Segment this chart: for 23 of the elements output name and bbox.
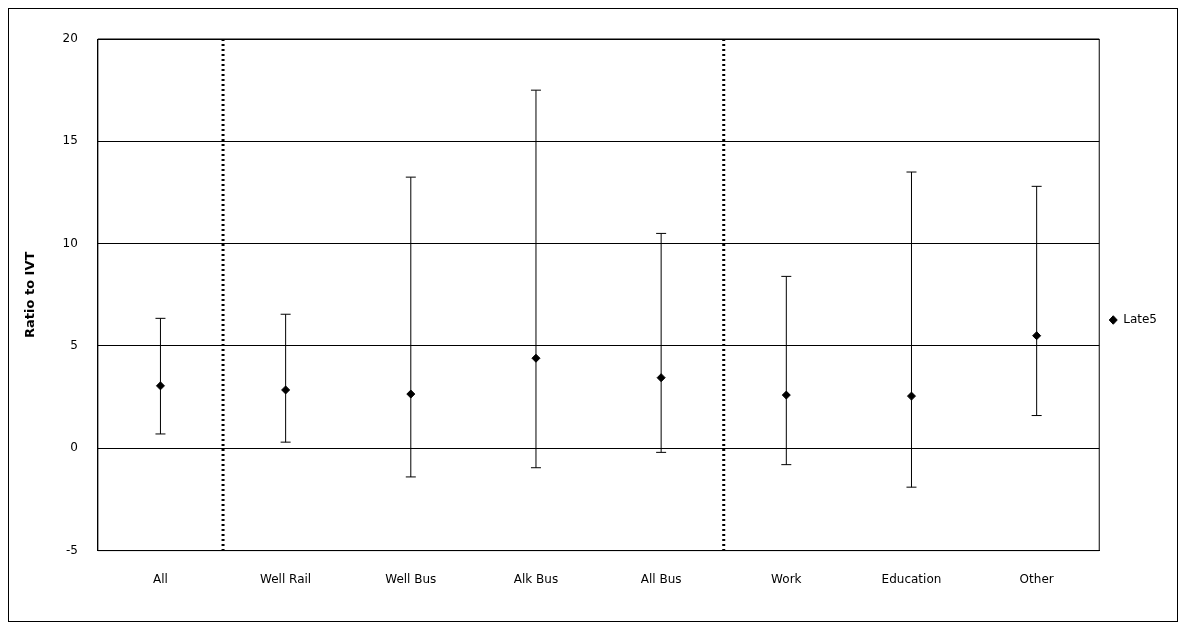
y-tick-label: 5 xyxy=(70,338,78,353)
x-tick-label: All xyxy=(153,571,168,586)
x-tick-label: Well Bus xyxy=(385,571,437,586)
point xyxy=(155,381,165,391)
x-tick-label: Education xyxy=(881,571,942,586)
x-tick-label: Well Rail xyxy=(260,571,312,586)
point xyxy=(531,353,541,363)
y-tick-label: 20 xyxy=(62,31,78,46)
point xyxy=(656,373,666,383)
y-tick-label: 10 xyxy=(62,235,78,250)
point xyxy=(406,389,416,399)
legend-label: Late5 xyxy=(1123,312,1157,327)
y-tick-label: 0 xyxy=(70,440,78,455)
point xyxy=(906,391,916,401)
y-tick-label: -5 xyxy=(65,542,78,557)
x-tick-label: Work xyxy=(771,571,802,586)
x-tick-label: Other xyxy=(1019,571,1054,586)
point xyxy=(281,385,291,395)
y-tick-label: 15 xyxy=(62,133,78,148)
point xyxy=(781,390,791,400)
x-tick-label: All Bus xyxy=(640,571,682,586)
y-axis-title: Ratio to IVT xyxy=(22,251,38,338)
x-tick-label: Alk Bus xyxy=(513,571,559,586)
